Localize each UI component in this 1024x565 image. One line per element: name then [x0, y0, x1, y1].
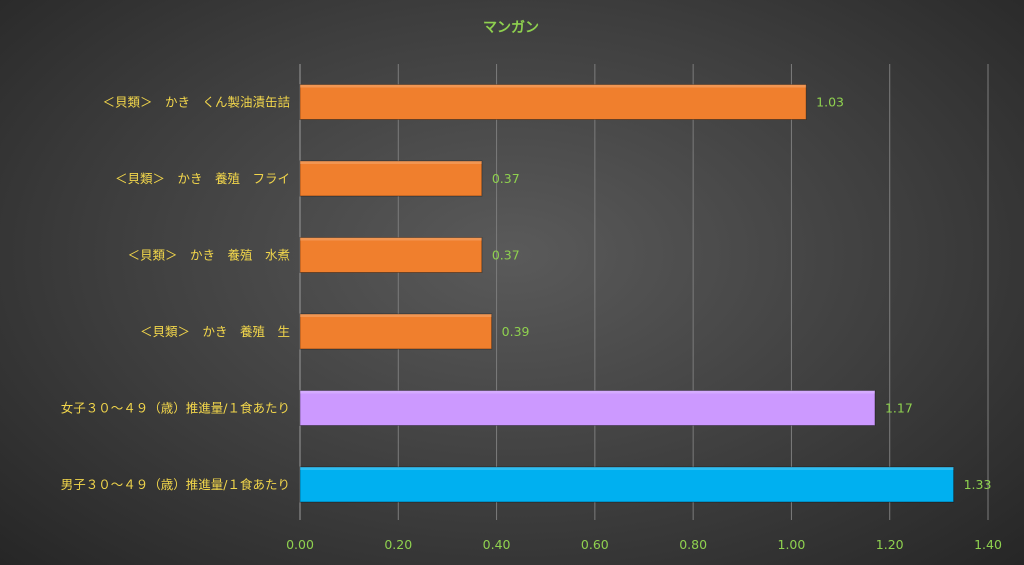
value-label: 0.39: [502, 324, 530, 339]
x-tick-label: 0.20: [384, 537, 412, 552]
value-label: 0.37: [492, 171, 520, 186]
bar: [299, 160, 483, 197]
x-tick-label: 1.00: [778, 537, 806, 552]
bar-highlight: [300, 237, 482, 241]
bar: [299, 390, 876, 426]
x-tick-label: 0.80: [679, 537, 707, 552]
bar-highlight: [300, 161, 482, 164]
category-label: ＜貝類＞ かき 養殖 水煮: [127, 248, 290, 263]
category-label: 男子３０～４９（歳）推進量/１食あたり: [61, 477, 290, 492]
x-tick-label: 0.00: [286, 537, 314, 552]
value-label: 1.03: [816, 95, 844, 110]
category-label: ＜貝類＞ かき 養殖 生: [140, 324, 290, 339]
category-label: 女子３０～４９（歳）推進量/１食あたり: [61, 401, 290, 416]
chart-title: マンガン: [483, 20, 539, 36]
grid-layer: [299, 64, 989, 520]
bar-highlight: [300, 314, 492, 317]
x-tick-label: 0.40: [483, 537, 511, 552]
bar: [299, 84, 807, 120]
bars-layer: [299, 84, 955, 503]
bar: [299, 313, 493, 350]
value-label: 1.33: [964, 477, 992, 492]
category-label: ＜貝類＞ かき 養殖 フライ: [115, 171, 290, 186]
bar-highlight: [300, 84, 807, 88]
bar-highlight: [300, 390, 875, 394]
bar: [299, 237, 483, 273]
value-label: 1.17: [885, 401, 913, 416]
value-label: 0.37: [492, 248, 520, 263]
category-label: ＜貝類＞ かき くん製油漬缶詰: [102, 95, 290, 110]
bar: [299, 466, 955, 503]
labels-layer: 0.00 0.20 0.40 0.60 0.80 1.00 1.20 1.40 ＜貝類＞ かき …: [61, 95, 1002, 553]
x-tick-label: 0.60: [581, 537, 609, 552]
bar-highlight: [300, 467, 954, 470]
x-tick-label: 1.40: [974, 537, 1002, 552]
x-tick-label: 1.20: [876, 537, 904, 552]
